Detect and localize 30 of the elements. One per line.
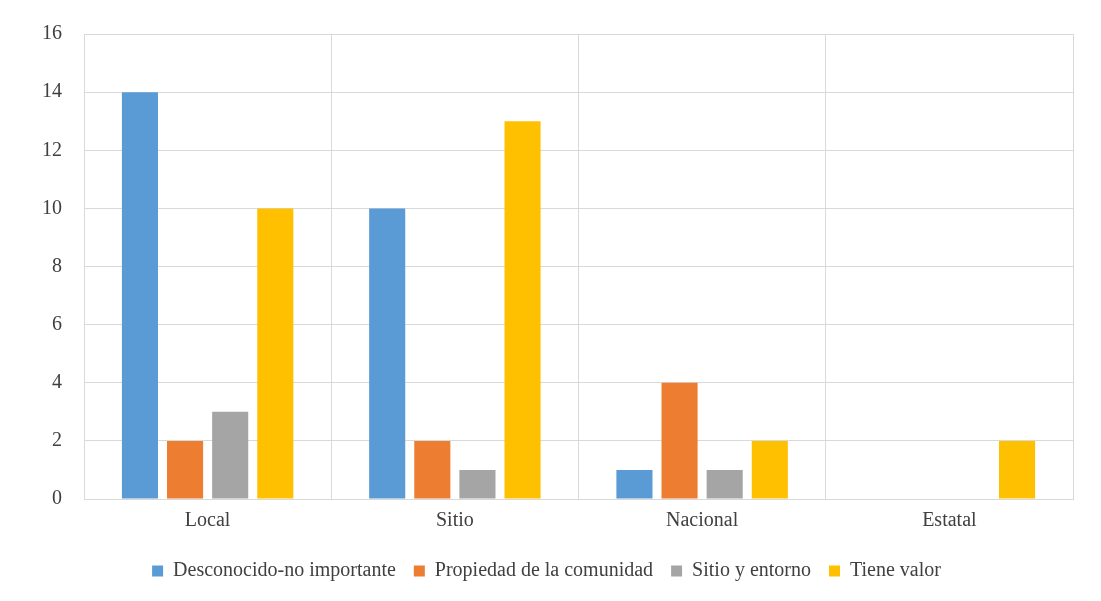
bar	[121, 92, 158, 499]
bar	[369, 208, 406, 499]
y-tick-label: 6	[52, 311, 62, 334]
y-tick-label: 4	[52, 370, 62, 392]
y-tick-label: 12	[42, 137, 62, 160]
y-tick-label: 0	[52, 486, 62, 509]
bar	[212, 411, 249, 499]
legend-label: Tiene valor	[849, 558, 942, 581]
bar	[999, 440, 1036, 499]
y-tick-label: 14	[42, 79, 62, 102]
x-tick-label: Nacional	[666, 508, 739, 531]
y-tick-label: 8	[52, 253, 62, 276]
bar	[257, 208, 294, 499]
x-tick-label: Estatal	[922, 508, 978, 531]
bar	[504, 121, 541, 499]
bar	[616, 469, 653, 499]
bar	[459, 469, 496, 499]
y-tick-label: 2	[52, 428, 62, 451]
bar	[751, 440, 788, 499]
x-tick-label: Local	[184, 508, 231, 531]
bar	[414, 440, 451, 499]
x-tick-label: Sitio	[435, 508, 474, 531]
bar	[167, 440, 204, 499]
legend-label: Sitio y entorno	[692, 558, 811, 582]
bar	[661, 382, 698, 499]
bar	[706, 469, 743, 499]
legend-label: Desconocido-no importante	[173, 558, 396, 582]
y-tick-label: 10	[42, 195, 62, 218]
y-tick-label: 16	[42, 21, 62, 44]
legend-label: Propiedad de la comunidad	[434, 558, 654, 582]
